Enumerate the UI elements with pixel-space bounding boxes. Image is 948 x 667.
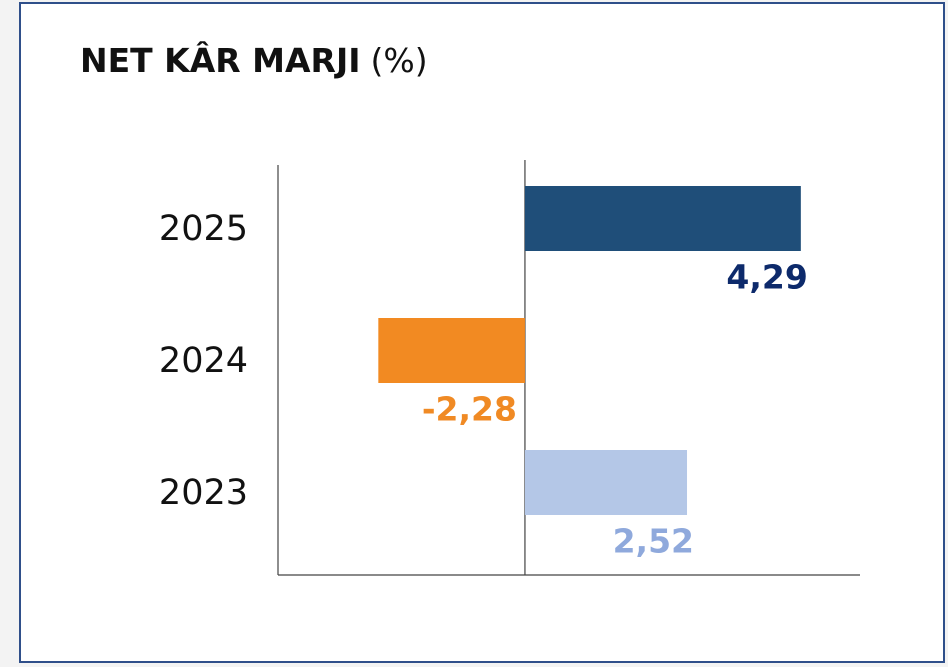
bar — [524, 186, 801, 251]
title-main: NET KÂR MARJI — [80, 40, 361, 80]
y-tick-label: 2025 — [159, 209, 248, 249]
y-tick-label: 2023 — [159, 473, 248, 513]
title-unit: (%) — [371, 41, 428, 80]
bar — [524, 450, 688, 515]
value-label: 2,52 — [613, 522, 694, 561]
value-label: 4,29 — [726, 258, 807, 297]
bar — [378, 318, 525, 383]
chart-title: NET KÂR MARJI (%) — [80, 40, 428, 80]
value-label: -2,28 — [422, 390, 517, 429]
y-tick-label: 2024 — [159, 341, 248, 381]
